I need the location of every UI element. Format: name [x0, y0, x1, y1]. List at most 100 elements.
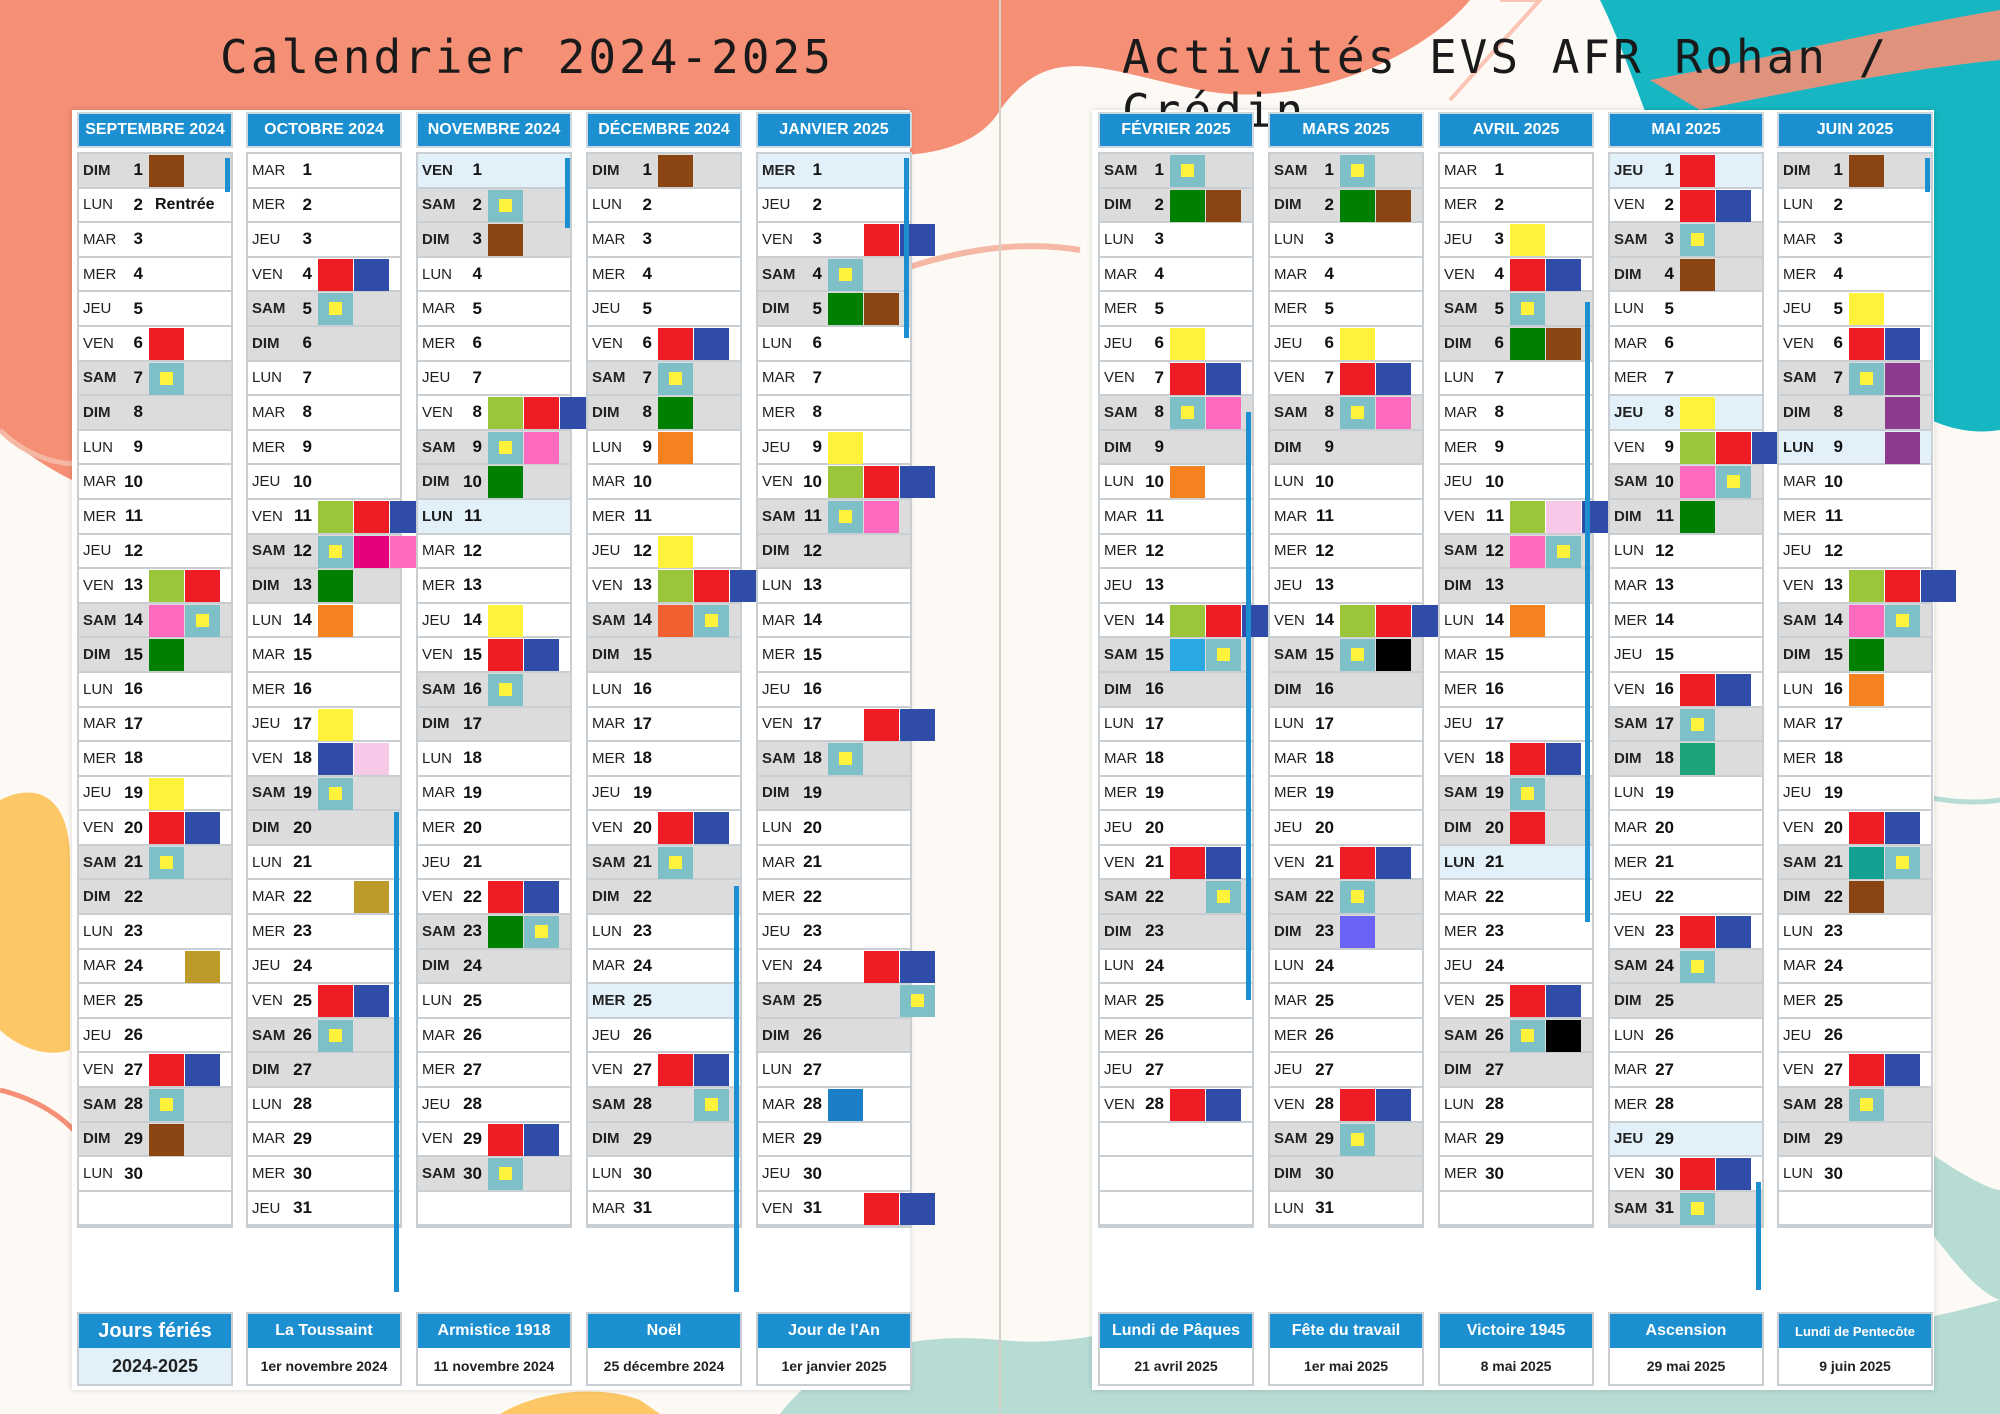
- activity-marker: [318, 708, 353, 741]
- weekday-label: MAR: [1444, 646, 1478, 664]
- day-row: MER 5: [1100, 292, 1252, 327]
- day-row: MAR 22: [1440, 880, 1592, 916]
- day-row: MAR 17: [1779, 707, 1931, 743]
- weekday-label: MAR: [1444, 161, 1478, 179]
- activity-marker: [1340, 916, 1375, 949]
- weekend-activity-marker: [1885, 846, 1920, 879]
- day-number: 11: [1486, 506, 1504, 526]
- day-row: SAM 5: [1440, 292, 1592, 327]
- day-number: 19: [463, 782, 482, 802]
- day-number: 28: [1824, 1094, 1843, 1114]
- weekday-label: LUN: [1104, 230, 1135, 248]
- weekday-label: SAM: [1104, 161, 1138, 179]
- day-number: 17: [1315, 713, 1334, 733]
- weekday-label: MAR: [762, 1095, 796, 1113]
- day-number: 30: [1315, 1163, 1334, 1183]
- day-row: MER 5: [1270, 292, 1422, 327]
- weekday-label: LUN: [1614, 300, 1645, 318]
- day-number: 24: [633, 955, 652, 975]
- activity-marker: [694, 327, 729, 360]
- day-number: 2: [1833, 194, 1843, 214]
- day-row: DIM 22: [588, 880, 740, 916]
- activity-marker: [1510, 224, 1545, 257]
- day-number: 11: [804, 506, 822, 526]
- day-number: 26: [1655, 1025, 1674, 1045]
- day-number: 30: [293, 1163, 312, 1183]
- day-row: VEN 25: [248, 984, 400, 1019]
- day-row: DIM 22: [79, 880, 231, 916]
- weekday-label: DIM: [1614, 265, 1642, 283]
- weekday-label: LUN: [252, 369, 283, 387]
- weekday-label: DIM: [252, 819, 280, 837]
- day-number: 11: [1656, 506, 1674, 526]
- day-number: 23: [1485, 921, 1504, 941]
- weekday-label: MER: [592, 507, 626, 525]
- day-number: 16: [803, 679, 822, 699]
- weekday-label: DIM: [83, 888, 111, 906]
- weekend-activity-marker: [828, 258, 863, 291]
- month-column: FÉVRIER 2025 SAM 1 DIM 2 LUN 3 MAR 4 MER 5 JEU 6 VEN 7…: [1098, 112, 1277, 1229]
- empty-day-row: [1440, 1191, 1592, 1227]
- day-row: LUN 30: [79, 1157, 231, 1192]
- day-number: 18: [124, 748, 143, 768]
- day-row: MAR 7: [758, 361, 910, 397]
- activity-marker: [1680, 466, 1715, 499]
- day-row: JEU 26: [588, 1018, 740, 1054]
- day-row: MER 6: [418, 326, 570, 362]
- day-number: 28: [803, 1094, 822, 1114]
- weekday-label: MAR: [422, 300, 456, 318]
- day-number: 28: [124, 1094, 143, 1114]
- calendar-title: Calendrier 2024-2025: [220, 30, 834, 84]
- activity-marker: [900, 708, 935, 741]
- holidays-legend-box: Jours fériés 2024-2025: [77, 1312, 233, 1386]
- weekday-label: JEU: [592, 542, 621, 560]
- weekday-label: VEN: [1274, 1095, 1305, 1113]
- weekend-activity-marker: [1680, 224, 1715, 257]
- day-row: JEU 1: [1610, 154, 1762, 189]
- weekday-label: MAR: [422, 1026, 456, 1044]
- day-row: JEU 10: [1440, 465, 1592, 500]
- weekday-label: DIM: [1444, 334, 1472, 352]
- weekday-label: LUN: [1274, 957, 1305, 975]
- day-number: 18: [1655, 748, 1674, 768]
- day-number: 2: [133, 194, 143, 214]
- day-number: 24: [803, 955, 822, 975]
- day-number: 21: [1145, 852, 1164, 872]
- weekday-label: MER: [592, 992, 626, 1010]
- day-row: MAR 15: [248, 638, 400, 673]
- activity-marker: [658, 155, 693, 187]
- day-number: 15: [1824, 644, 1843, 664]
- weekday-label: SAM: [1614, 473, 1648, 491]
- day-number: 18: [1145, 748, 1164, 768]
- day-number: 1: [1664, 160, 1674, 180]
- day-row: DIM 23: [1270, 915, 1422, 950]
- weekday-label: LUN: [1783, 196, 1814, 214]
- day-row: JEU 2: [758, 188, 910, 224]
- day-row: MAR 22: [248, 880, 400, 916]
- day-number: 1: [472, 160, 482, 180]
- day-row: LUN 24: [1100, 949, 1252, 985]
- weekend-activity-marker: [488, 189, 523, 222]
- weekend-activity-marker: [1885, 604, 1920, 637]
- activity-marker: [318, 743, 353, 776]
- holiday-name: Jours fériés: [79, 1314, 231, 1348]
- weekday-label: MER: [762, 1130, 796, 1148]
- day-number: 4: [133, 264, 143, 284]
- weekday-label: VEN: [1783, 576, 1814, 594]
- activity-marker: [1510, 812, 1545, 845]
- day-number: 17: [1824, 713, 1843, 733]
- weekday-label: MAR: [1614, 576, 1648, 594]
- weekday-label: SAM: [1444, 784, 1478, 802]
- day-row: MAR 15: [1440, 638, 1592, 673]
- weekend-activity-marker: [1340, 397, 1375, 430]
- weekday-label: SAM: [252, 300, 286, 318]
- weekday-label: DIM: [83, 161, 111, 179]
- day-row: MAR 8: [1440, 396, 1592, 431]
- activity-marker: [354, 535, 389, 568]
- day-number: 10: [463, 471, 482, 491]
- activity-marker: [318, 570, 353, 603]
- day-row: LUN 30: [588, 1157, 740, 1192]
- day-row: MER 26: [1270, 1018, 1422, 1054]
- weekday-label: JEU: [1274, 819, 1303, 837]
- weekday-label: MAR: [1614, 819, 1648, 837]
